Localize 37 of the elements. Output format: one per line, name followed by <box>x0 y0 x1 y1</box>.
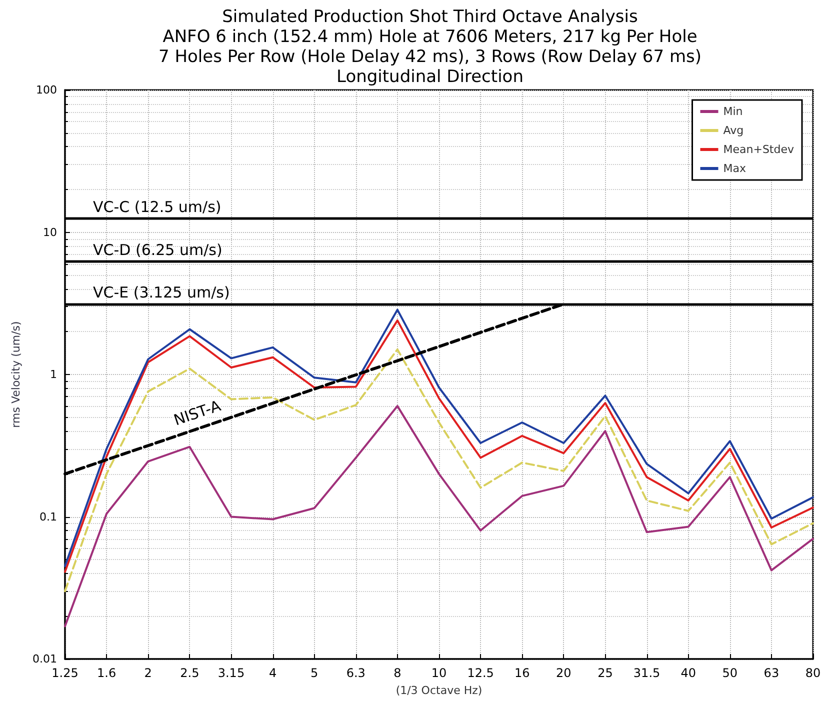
legend-label: Max <box>723 162 746 175</box>
x-tick-label: 40 <box>680 666 696 680</box>
x-tick-label: 20 <box>556 666 572 680</box>
x-tick-label: 2 <box>144 666 152 680</box>
y-tick-label: 0.1 <box>40 510 57 524</box>
x-tick-label: 50 <box>722 666 738 680</box>
ref-line-label: VC-C (12.5 um/s) <box>93 198 222 216</box>
text: NIST-A <box>171 396 224 430</box>
x-tick-label: 16 <box>514 666 530 680</box>
y-tick-label: 0.01 <box>32 652 57 666</box>
chart-subtitle: ANFO 6 inch (152.4 mm) Hole at 7606 Meters, 217 kg Per Hole 7 Holes Per Row (Hole Delay 42 ms), 3 Rows (Row Delay 67 ms) Longitudinal Direction <box>158 27 702 87</box>
x-tick-label: 8 <box>394 666 402 680</box>
x-tick-label: 2.5 <box>180 666 200 680</box>
x-tick-label: 6.3 <box>346 666 366 680</box>
legend-label: Min <box>723 105 743 118</box>
x-tick-label: 31.5 <box>633 666 660 680</box>
y-tick-label: 10 <box>43 226 57 239</box>
y-tick-label: 100 <box>36 84 57 96</box>
x-tick-label: 10 <box>431 666 447 680</box>
x-tick-label: 63 <box>764 666 780 680</box>
chart-title: Simulated Production Shot Third Octave Analysis <box>222 7 638 27</box>
ref-line-label: VC-D (6.25 um/s) <box>93 240 222 259</box>
x-tick-label: 25 <box>598 666 613 680</box>
y-tick-label: 1 <box>50 368 57 381</box>
y-axis-title: rms Velocity (um/s) <box>10 321 23 428</box>
x-axis-title: (1/3 Octave Hz) <box>396 684 482 697</box>
legend-label: Avg <box>723 124 744 137</box>
x-tick-label: 4 <box>268 666 277 680</box>
line-series <box>64 348 814 592</box>
x-tick-label: 1.6 <box>97 666 116 680</box>
x-tick-label: 12.5 <box>467 666 494 680</box>
x-tick-label: 3.15 <box>218 666 245 680</box>
x-tick-label: 5 <box>310 666 318 680</box>
x-tick-label: 1.25 <box>52 666 78 680</box>
ref-line-label: VC-E (3.125 um/s) <box>93 284 230 302</box>
x-tick-label: 80 <box>805 666 821 680</box>
legend-label: Mean+Stdev <box>723 143 794 156</box>
